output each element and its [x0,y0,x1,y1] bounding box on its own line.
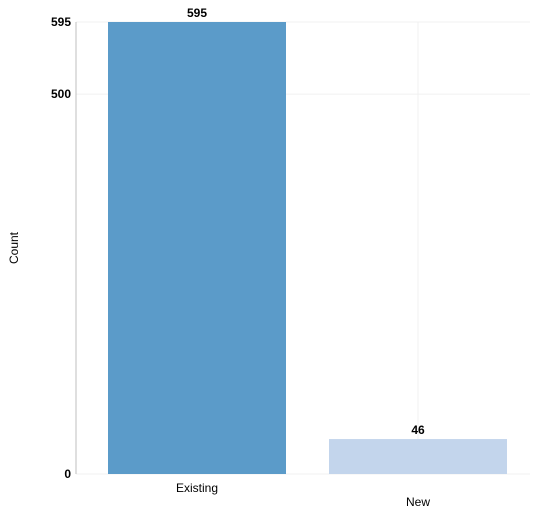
bars-layer [108,22,507,474]
x-tick-label: Existing [176,481,218,495]
bar-new [329,439,507,474]
labels-layer: 0 500 595 595 Existing 46 New [51,6,430,509]
y-axis-title: Count [7,231,21,264]
y-tick-label: 595 [51,15,71,29]
y-tick-label: 500 [51,87,71,101]
y-tick-label: 0 [64,467,71,481]
data-label: 46 [411,423,425,437]
x-tick-label: New [406,495,430,509]
axis-layer: Count [7,22,77,474]
data-label: 595 [187,6,207,20]
bar-existing [108,22,286,474]
